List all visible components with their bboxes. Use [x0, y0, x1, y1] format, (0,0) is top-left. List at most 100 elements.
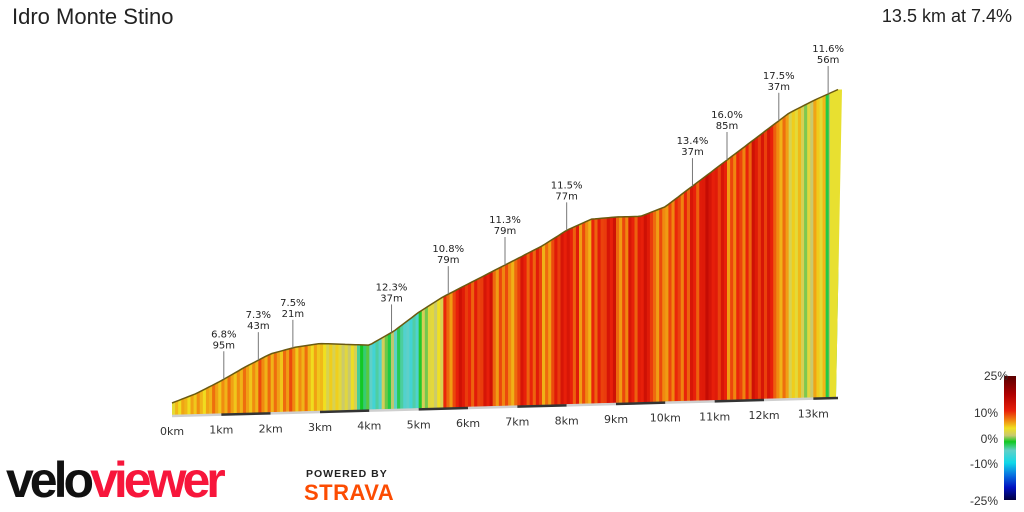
gradient-band — [794, 89, 799, 415]
gradient-band — [810, 89, 814, 415]
annotation-length: 56m — [817, 55, 839, 66]
gradient-band — [751, 89, 756, 415]
gradient-band — [782, 89, 787, 415]
gradient-band — [760, 89, 765, 415]
gradient-band — [637, 89, 642, 415]
strava-logo[interactable]: STRAVA — [304, 480, 395, 505]
gradient-band — [825, 89, 830, 415]
x-tick-label: 11km — [699, 410, 730, 423]
gradient-band — [181, 89, 185, 415]
gradient-band — [816, 89, 821, 415]
gradient-band — [686, 89, 691, 415]
gradient-band — [708, 89, 713, 415]
gradient-band — [640, 89, 645, 415]
gradient-band — [683, 89, 688, 415]
annotation-length: 37m — [681, 147, 703, 158]
x-tick-label: 13km — [798, 408, 829, 421]
gradient-band — [668, 89, 673, 415]
gradient-band — [612, 89, 617, 415]
baseline-segment — [369, 408, 419, 412]
gradient-band — [566, 89, 571, 415]
gradient-band — [813, 89, 818, 415]
baseline-segment — [270, 410, 321, 415]
baseline-segment — [813, 396, 839, 400]
annotation-grade: 17.5% — [763, 71, 795, 82]
gradient-band — [696, 89, 700, 415]
gradient-band — [557, 89, 562, 415]
baseline-segment — [566, 402, 617, 407]
annotation-grade: 10.8% — [432, 244, 464, 255]
gradient-band — [788, 89, 793, 415]
x-tick-label: 3km — [308, 421, 332, 434]
gradient-band — [242, 89, 247, 415]
gradient-band — [538, 89, 543, 415]
gradient-band — [807, 89, 811, 415]
gradient-band — [656, 89, 660, 415]
annotation-grade: 16.0% — [711, 110, 743, 121]
gradient-band — [714, 89, 719, 415]
annotation-grade: 11.5% — [551, 180, 583, 191]
gradient-band — [764, 89, 768, 415]
gradient-band — [575, 89, 580, 415]
baseline-segment — [517, 404, 567, 408]
annotation-length: 37m — [768, 82, 790, 93]
x-axis-ticks: 0km 1km 2km 3km 4km 5km 6km 7km 8km 9km 10km 11km 12… — [160, 408, 829, 438]
baseline-segment — [171, 413, 222, 418]
annotation-grade: 7.5% — [280, 298, 305, 309]
logo-viewer: viewer — [90, 452, 226, 508]
annotation-length: 77m — [555, 191, 577, 202]
gradient-band — [634, 89, 639, 415]
gradient-band — [230, 89, 235, 415]
annotation-grade: 12.3% — [376, 282, 408, 293]
gradient-band — [622, 89, 626, 415]
gradient-band — [690, 89, 694, 415]
gradient-band — [727, 89, 731, 415]
gradient-band — [791, 89, 796, 415]
gradient-band — [767, 89, 771, 415]
gradient-band — [745, 89, 750, 415]
gradient-band — [653, 89, 657, 415]
gradient-band — [209, 89, 213, 415]
gradient-band — [723, 89, 728, 415]
baseline-segment — [319, 409, 370, 414]
gradient-band — [199, 89, 204, 415]
gradient-band — [736, 89, 740, 415]
gradient-band — [702, 89, 707, 415]
gradient-band — [730, 89, 734, 415]
gradient-band — [224, 89, 229, 415]
baseline-segment — [714, 398, 765, 403]
gradient-band — [733, 89, 737, 415]
gradient-band — [172, 89, 176, 415]
gradient-band — [797, 89, 802, 415]
climb-summary: 13.5 km at 7.4% — [881, 6, 1012, 26]
gradient-band — [585, 89, 589, 415]
annotation-length: 79m — [437, 255, 459, 266]
gradient-band — [606, 89, 611, 415]
gradient-band — [597, 89, 602, 415]
gradient-band — [554, 89, 559, 415]
gradient-band — [631, 89, 636, 415]
gradient-band — [699, 89, 703, 415]
gradient-band — [773, 89, 777, 415]
gradient-band — [572, 89, 577, 415]
legend-label-25: 25% — [984, 369, 1009, 383]
legend-label-neg10: -10% — [969, 457, 998, 471]
gradient-legend-bar — [1004, 376, 1016, 500]
gradient-band — [594, 89, 599, 415]
annotation-grade: 13.4% — [677, 136, 709, 147]
gradient-band — [548, 89, 552, 415]
gradient-band — [178, 89, 182, 415]
gradient-band — [625, 89, 629, 415]
gradient-band — [551, 89, 555, 415]
gradient-band — [801, 89, 805, 415]
gradient-band — [227, 89, 232, 415]
annotation-grade: 6.8% — [211, 329, 236, 340]
veloviewer-logo[interactable]: veloviewer — [6, 452, 226, 508]
legend-label-neg25: -25% — [969, 494, 998, 508]
gradient-band — [603, 89, 608, 415]
gradient-band — [720, 89, 725, 415]
gradient-band — [563, 89, 568, 415]
baseline-segment — [221, 412, 271, 416]
x-tick-label: 8km — [555, 414, 579, 427]
